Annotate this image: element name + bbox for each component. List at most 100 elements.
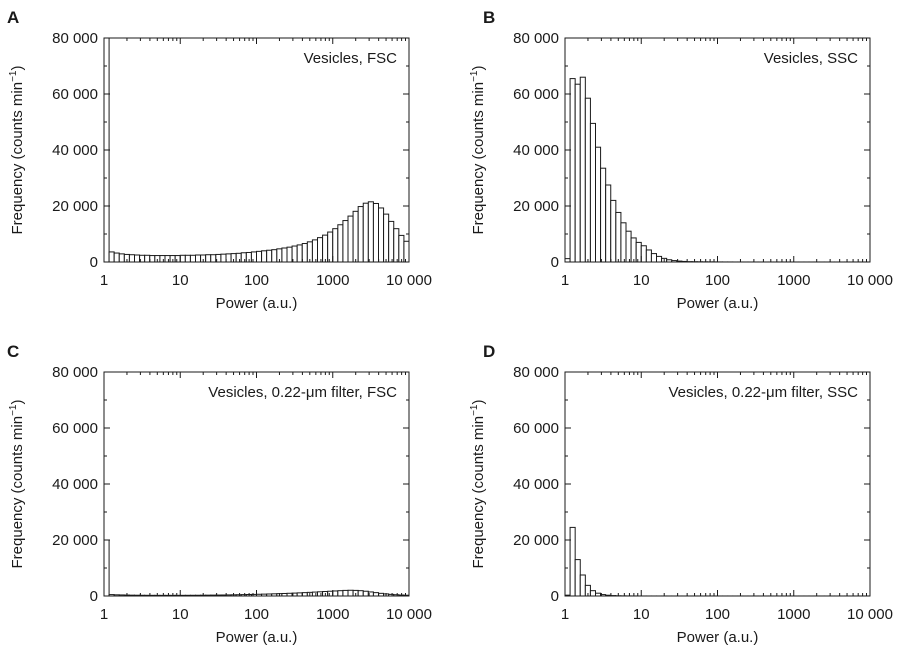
histogram-bar-c	[301, 592, 308, 597]
histogram-bar-a	[250, 251, 258, 263]
y-tick-label-b: 60 000	[513, 86, 559, 103]
histogram-bar-a	[398, 234, 405, 263]
histogram-bar-b	[605, 184, 612, 263]
y-axis-title-text-c: Frequency (counts min	[9, 416, 26, 569]
histogram-bar-b	[625, 230, 632, 263]
histogram-bar-a	[311, 239, 318, 263]
histogram-bar-c	[327, 590, 334, 597]
histogram-bar-a	[184, 254, 191, 263]
histogram-bar-a	[281, 247, 288, 263]
histogram-bar-c	[357, 590, 364, 597]
y-tick-label-d: 20 000	[513, 532, 559, 549]
histogram-bar-a	[332, 228, 339, 263]
histogram-bar-a	[256, 250, 263, 263]
panel-d: D Vesicles, 0.22-μm filter, SSC Power (a…	[469, 342, 893, 646]
y-axis-title-superscript-d: −1	[469, 404, 480, 416]
y-tick-label-a: 20 000	[52, 198, 98, 215]
x-tick-label-d: 1000	[777, 606, 810, 623]
y-tick-label-c: 40 000	[52, 476, 98, 493]
histogram-bar-a	[352, 210, 359, 263]
histogram-bar-a	[286, 246, 293, 263]
histogram-bar-a	[403, 240, 410, 263]
panel-a: A Vesicles, FSC Power (a.u.) Frequency (…	[7, 8, 432, 312]
histogram-bar-a	[205, 254, 212, 263]
x-tick-label-a: 1000	[316, 272, 349, 289]
histogram-bar-a	[317, 237, 324, 263]
histogram-bar-b	[589, 122, 597, 263]
x-tick-label-a: 1	[100, 272, 108, 289]
histogram-bar-a	[149, 255, 156, 263]
y-tick-label-a: 60 000	[52, 86, 98, 103]
y-axis-title-b: Frequency (counts min−1)	[469, 66, 487, 235]
histogram-bar-c	[372, 592, 379, 597]
histogram-bar-a	[220, 253, 227, 263]
y-tick-label-b: 80 000	[513, 30, 559, 47]
histogram-bar-b	[640, 245, 647, 263]
histogram-bar-a	[383, 213, 390, 263]
panel-letter-a: A	[7, 8, 19, 27]
panel-letter-c: C	[7, 342, 19, 361]
histogram-bar-a	[327, 231, 334, 263]
x-tick-label-d: 100	[705, 606, 730, 623]
histogram-bar-a	[296, 244, 303, 263]
x-tick-label-b: 10 000	[847, 272, 893, 289]
y-tick-label-b: 40 000	[513, 142, 559, 159]
histogram-bar-a	[210, 254, 217, 263]
plot-frame-c	[103, 371, 410, 597]
y-axis-title-superscript-b: −1	[469, 70, 480, 82]
y-tick-label-d: 0	[551, 588, 559, 605]
histogram-bar-a	[301, 243, 308, 263]
y-axis-title-superscript-a: −1	[8, 70, 19, 82]
histogram-bars-b	[564, 76, 871, 263]
y-tick-label-a: 0	[90, 254, 98, 271]
histogram-bar-a	[393, 228, 400, 263]
histogram-bar-d	[569, 526, 576, 597]
x-tick-label-b: 10	[633, 272, 650, 289]
histogram-bar-d	[589, 590, 597, 597]
histogram-bar-a	[174, 255, 181, 263]
histogram-bar-d	[579, 574, 586, 597]
histogram-bar-b	[569, 78, 576, 263]
y-axis-title-close-a: )	[9, 66, 26, 71]
histogram-bar-a	[388, 220, 395, 263]
y-axis-title-a: Frequency (counts min−1)	[8, 66, 26, 235]
panel-letter-b: B	[483, 8, 495, 27]
histogram-bar-a	[189, 254, 197, 263]
histogram-bar-a	[357, 206, 364, 263]
panel-b: B Vesicles, SSC Power (a.u.) Frequency (…	[469, 8, 893, 312]
histogram-bar-a	[225, 253, 232, 263]
histogram-bars-c	[103, 539, 410, 597]
y-axis-title-close-c: )	[9, 400, 26, 405]
y-axis-title-d: Frequency (counts min−1)	[469, 400, 487, 569]
x-tick-label-c: 10 000	[386, 606, 432, 623]
histogram-bar-a	[159, 255, 166, 263]
histogram-bar-a	[337, 224, 344, 263]
histogram-bar-a	[144, 254, 151, 263]
y-tick-label-c: 20 000	[52, 532, 98, 549]
histogram-bar-a	[322, 234, 329, 263]
series-label-b: Vesicles, SSC	[764, 50, 858, 67]
histogram-bars-a	[103, 37, 410, 263]
y-axis-title-superscript-c: −1	[8, 404, 19, 416]
y-tick-label-c: 80 000	[52, 364, 98, 381]
histogram-bar-b	[630, 237, 637, 263]
histogram-bar-a	[235, 252, 242, 263]
histogram-bar-a	[362, 202, 369, 263]
histogram-bar-c	[337, 590, 344, 597]
x-tick-label-a: 100	[244, 272, 269, 289]
x-axis-title-b: Power (a.u.)	[677, 295, 759, 312]
x-tick-label-c: 100	[244, 606, 269, 623]
plot-frame-d	[564, 371, 871, 597]
x-axis-title-d: Power (a.u.)	[677, 629, 759, 646]
histogram-bar-b	[620, 222, 627, 263]
histogram-bar-b	[574, 83, 581, 263]
histogram-bar-a	[261, 250, 268, 263]
y-tick-label-c: 60 000	[52, 420, 98, 437]
y-tick-label-d: 60 000	[513, 420, 559, 437]
histogram-bar-b	[650, 253, 658, 263]
histogram-bar-b	[579, 76, 586, 263]
histogram-bar-a	[134, 254, 141, 263]
histogram-bar-c	[311, 591, 318, 597]
x-tick-label-b: 1000	[777, 272, 810, 289]
x-tick-label-d: 10 000	[847, 606, 893, 623]
